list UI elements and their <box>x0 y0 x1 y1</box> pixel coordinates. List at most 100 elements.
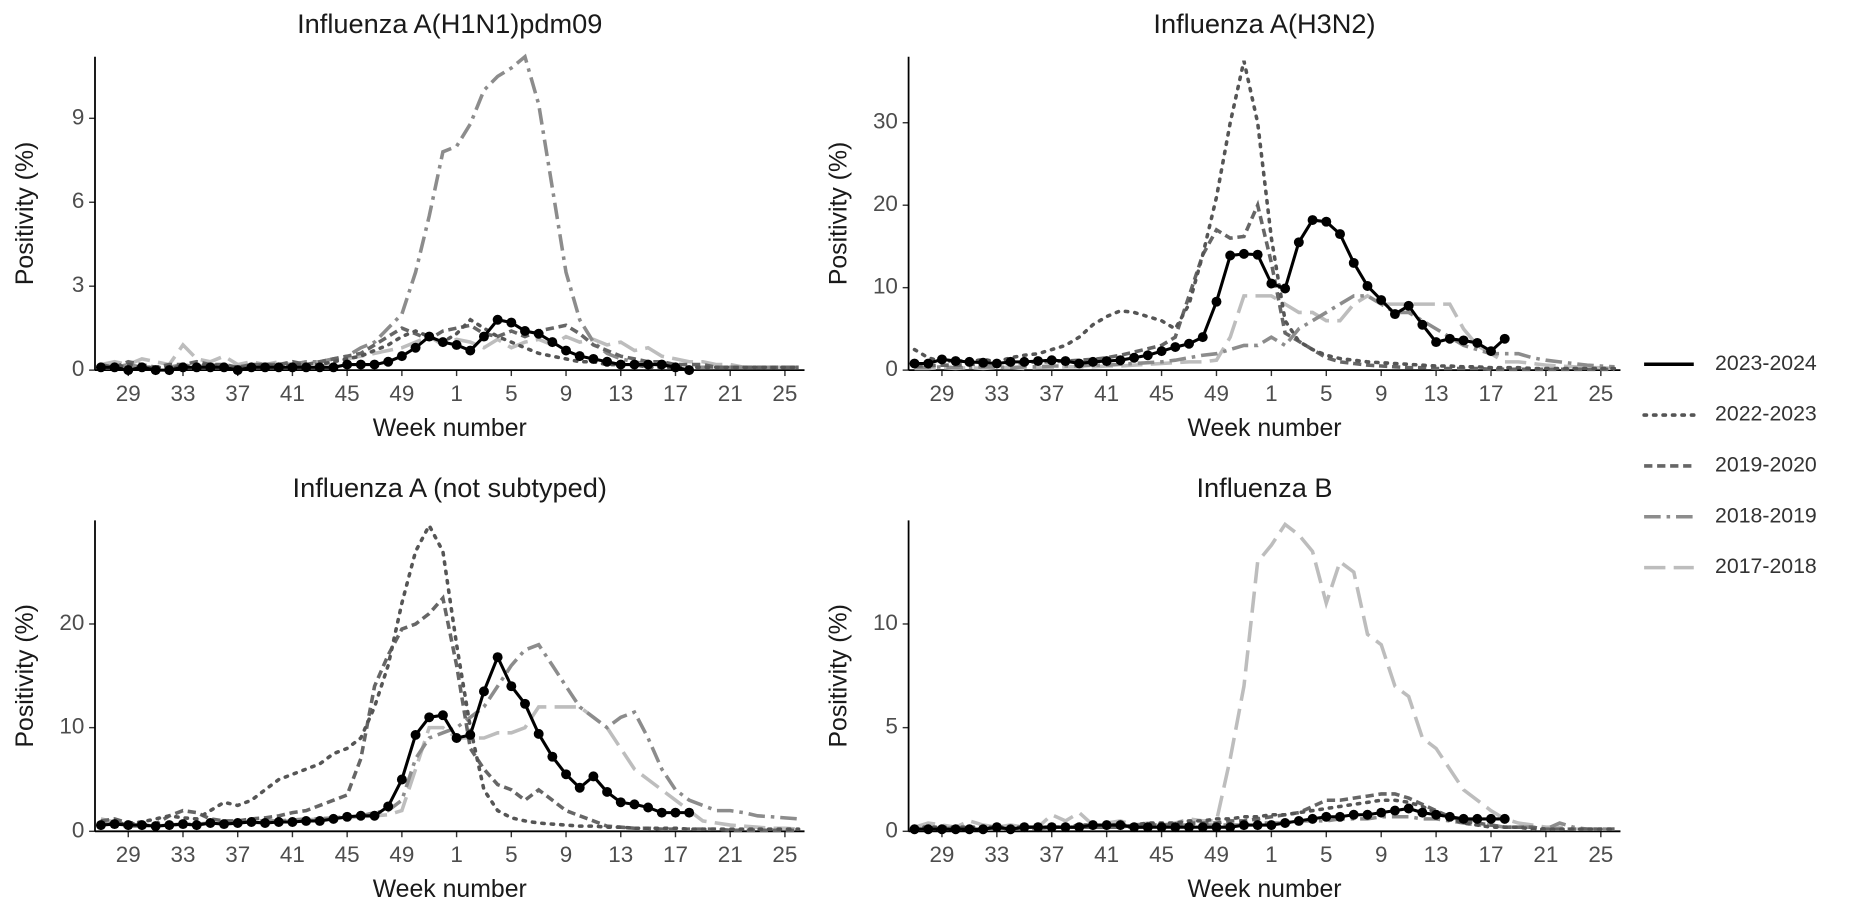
data-point <box>136 362 147 373</box>
y-axis-title: Positivity (%) <box>826 142 853 285</box>
data-point <box>1197 822 1208 833</box>
data-point <box>465 345 476 356</box>
data-point <box>1142 822 1153 833</box>
data-point <box>1087 820 1098 831</box>
data-point <box>1293 815 1304 826</box>
data-point <box>684 365 695 376</box>
data-point <box>246 817 257 827</box>
data-point <box>656 359 667 370</box>
data-point <box>1362 281 1373 291</box>
data-point <box>1033 356 1043 367</box>
data-point <box>561 769 572 780</box>
data-point <box>670 807 681 818</box>
data-point <box>1225 822 1236 833</box>
data-point <box>396 351 407 362</box>
data-point <box>1472 813 1483 824</box>
data-point <box>1266 278 1277 289</box>
data-point <box>410 342 421 353</box>
data-point <box>1321 216 1332 227</box>
y-tick-label: 20 <box>873 191 898 216</box>
y-tick-label: 30 <box>873 109 898 134</box>
x-tick-label: 21 <box>1533 381 1558 406</box>
data-point <box>964 824 975 835</box>
data-point <box>246 362 257 373</box>
data-point <box>1321 811 1332 822</box>
data-point <box>123 365 134 376</box>
data-point <box>205 362 216 373</box>
series-line <box>100 653 690 828</box>
data-point <box>1211 296 1222 307</box>
x-axis-title: Week number <box>373 415 527 442</box>
x-tick-label: 29 <box>929 842 954 867</box>
data-point <box>1184 338 1194 349</box>
data-point <box>1444 811 1455 822</box>
data-point <box>1074 358 1085 369</box>
data-point <box>588 771 599 782</box>
series-line <box>100 318 690 372</box>
data-point <box>1225 250 1236 261</box>
data-point <box>1417 319 1428 330</box>
data-point <box>355 810 366 821</box>
y-axis-title: Positivity (%) <box>12 604 39 747</box>
data-point <box>95 820 106 831</box>
data-point <box>1444 333 1455 344</box>
data-point <box>136 820 147 831</box>
data-point <box>950 824 961 835</box>
data-point <box>492 314 503 325</box>
data-point <box>1115 820 1126 831</box>
data-point <box>533 728 544 739</box>
x-tick-label: 21 <box>1533 842 1558 867</box>
x-tick-label: 49 <box>1204 842 1229 867</box>
data-point <box>1431 337 1442 348</box>
x-axis-title: Week number <box>1187 415 1341 442</box>
data-point <box>1046 355 1057 366</box>
data-point <box>1019 822 1030 833</box>
data-point <box>355 359 366 370</box>
data-point <box>1238 820 1249 831</box>
data-point <box>451 733 462 743</box>
data-point <box>383 356 394 367</box>
data-point <box>656 807 667 818</box>
data-point <box>178 362 188 373</box>
data-point <box>164 820 175 831</box>
data-point <box>1170 822 1181 833</box>
data-point <box>1238 248 1249 259</box>
x-tick-label: 45 <box>1149 381 1174 406</box>
data-point <box>260 362 271 373</box>
data-point <box>1060 356 1071 367</box>
x-tick-label: 5 <box>505 842 518 867</box>
data-point <box>424 331 435 342</box>
x-tick-label: 41 <box>1094 842 1119 867</box>
data-point <box>506 317 517 328</box>
data-point <box>1156 822 1167 833</box>
data-point <box>342 811 353 822</box>
data-point <box>1129 822 1140 833</box>
data-point <box>287 817 298 827</box>
x-tick-label: 1 <box>1265 842 1278 867</box>
data-point <box>1307 813 1318 824</box>
legend-label: 2019-2020 <box>1715 453 1817 477</box>
x-tick-label: 33 <box>171 381 196 406</box>
data-point <box>369 359 380 370</box>
series-line <box>914 293 1615 371</box>
data-point <box>615 797 626 808</box>
data-point <box>615 359 626 370</box>
y-tick-label: 0 <box>885 817 898 842</box>
x-tick-label: 9 <box>560 842 573 867</box>
data-point <box>1184 822 1194 833</box>
x-tick-label: 9 <box>1375 842 1388 867</box>
x-tick-label: 29 <box>116 381 141 406</box>
data-point <box>1005 824 1016 835</box>
x-tick-label: 33 <box>171 842 196 867</box>
series-line <box>100 334 799 370</box>
y-axis-title: Positivity (%) <box>12 142 39 285</box>
data-point <box>301 815 312 826</box>
x-tick-label: 13 <box>1424 842 1449 867</box>
data-point <box>328 362 339 373</box>
y-tick-label: 0 <box>885 356 898 381</box>
x-tick-label: 13 <box>608 381 633 406</box>
data-point <box>437 710 448 721</box>
data-point <box>670 362 681 373</box>
data-point <box>328 813 339 824</box>
